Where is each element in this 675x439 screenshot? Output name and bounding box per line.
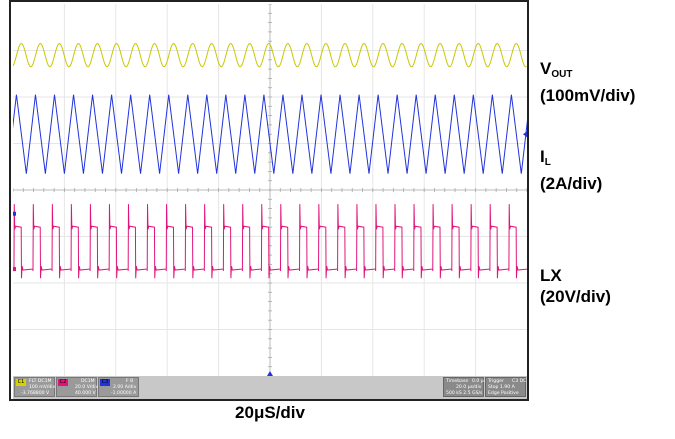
channel2-offset: 40.000 V xyxy=(75,391,96,396)
trigger-position-marker xyxy=(267,371,273,376)
graticule xyxy=(13,4,527,376)
channel3-box: C3 F B 2.00 A/div -1.00000 A xyxy=(98,377,139,397)
vout-label-main: V xyxy=(540,59,552,78)
trigger-type: Edge Positive xyxy=(488,391,519,396)
channel1-coupling: FLT DC1M xyxy=(29,379,52,384)
lx-label: LX (20V/div) xyxy=(540,265,611,307)
timebase-sample: 500 kS 2.5 GS/s xyxy=(446,391,483,396)
trigger-head: Trigger xyxy=(488,379,504,384)
trigger-source: C3 DC xyxy=(512,379,527,384)
channel1-box: C1 FLT DC1M 100 mV/div -3.768800 V xyxy=(14,377,55,397)
channel3-tag: C3 xyxy=(100,379,110,386)
channel1-tag: C1 xyxy=(16,379,26,386)
channel2-box: C2 DC1M 20.0 V/div 40.000 V xyxy=(56,377,99,397)
traces xyxy=(13,42,527,376)
channel2-scale: 20.0 V/div xyxy=(75,385,99,390)
lx-label-main: LX xyxy=(540,266,562,285)
timebase-delay: 0.0 µs xyxy=(472,379,487,384)
series-lx-trace xyxy=(13,204,527,279)
timebase-head: Timebase xyxy=(446,379,469,384)
channel1-offset: -3.768800 V xyxy=(21,391,50,396)
timebase-label: 20μS/div xyxy=(235,403,305,422)
trigger-box: Trigger C3 DC Stop 1.90 A Edge Positive xyxy=(485,377,526,397)
scope-info-bar: C1 FLT DC1M 100 mV/div -3.768800 V C2 DC… xyxy=(13,376,527,399)
trigger-mode: Stop 1.90 A xyxy=(488,385,515,390)
timebase-box: Timebase 0.0 µs 20.0 µs/div 500 kS 2.5 G… xyxy=(443,377,487,397)
vout-label: VOUT (100mV/div) xyxy=(540,58,635,106)
channel1-scale: 100 mV/div xyxy=(29,385,56,390)
channel3-offset: -1.00000 A xyxy=(111,391,137,396)
vout-scale-label: (100mV/div) xyxy=(540,86,636,105)
il-label: IL (2A/div) xyxy=(540,146,602,194)
series-il-trace xyxy=(13,94,527,174)
waveform-display xyxy=(13,4,527,376)
vout-label-sub: OUT xyxy=(551,69,573,80)
timebase-scale: 20.0 µs/div xyxy=(456,385,482,390)
channel2-coupling: DC1M xyxy=(81,379,95,384)
il-label-sub: L xyxy=(544,157,551,168)
oscilloscope-frame: C1 FLT DC1M 100 mV/div -3.768800 V C2 DC… xyxy=(9,0,529,401)
channel-marker xyxy=(13,211,16,216)
lx-scale-label: (20V/div) xyxy=(540,287,611,306)
channel2-tag: C2 xyxy=(58,379,68,386)
il-scale-label: (2A/div) xyxy=(540,174,603,193)
channel3-coupling: F B xyxy=(126,379,134,384)
channel-marker xyxy=(13,267,16,272)
trigger-level-marker xyxy=(523,131,527,138)
channel3-scale: 2.00 A/div xyxy=(113,385,137,390)
il-label-main: I xyxy=(540,147,545,166)
series-vout-trace xyxy=(13,42,527,68)
